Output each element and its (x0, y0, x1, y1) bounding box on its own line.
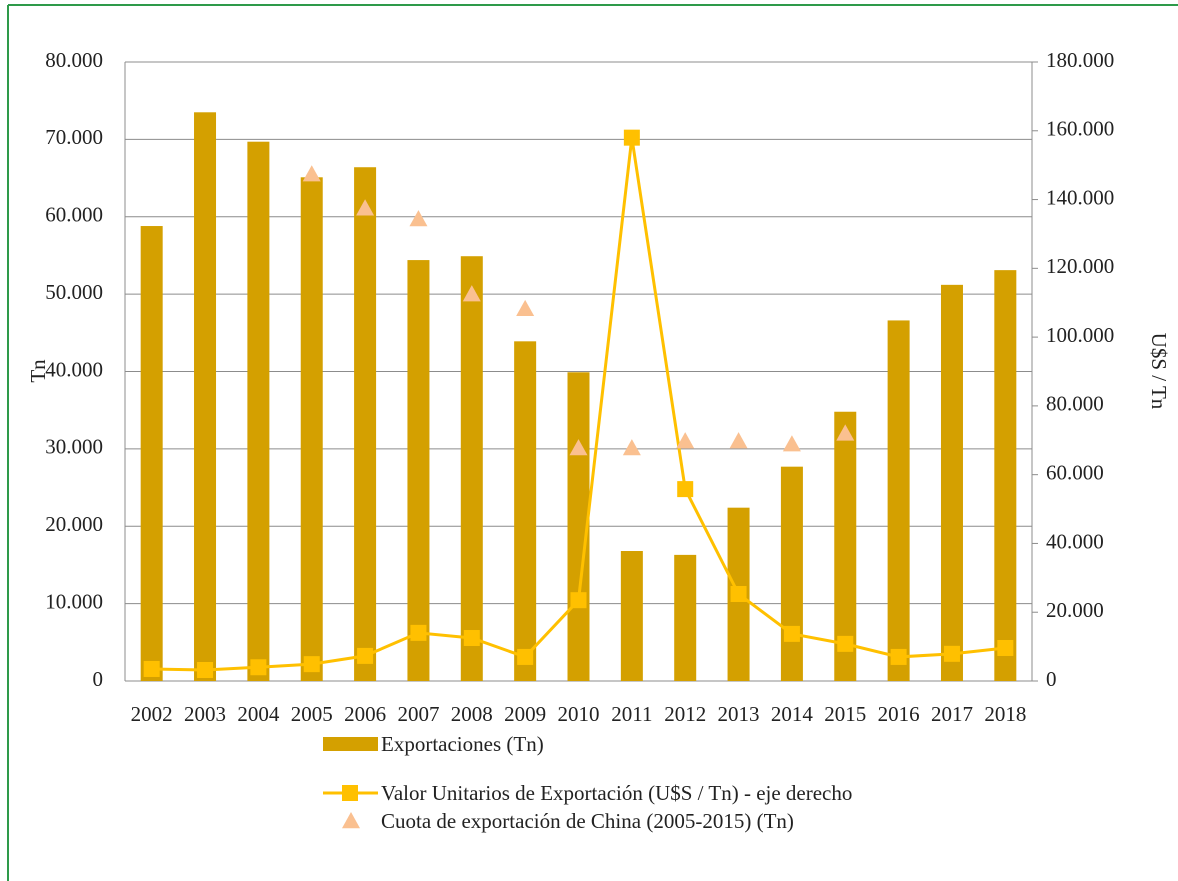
y2-tick-label: 100.000 (1046, 323, 1114, 347)
x-tick-label: 2008 (451, 702, 493, 726)
triangle-marker (409, 210, 428, 227)
y-tick-label: 40.000 (45, 357, 103, 381)
bar (407, 260, 430, 681)
line-marker (997, 639, 1014, 656)
y2-tick-label: 0 (1046, 667, 1057, 691)
triangle-marker (356, 199, 375, 216)
y2-tick-label: 60.000 (1046, 460, 1104, 484)
x-tick-label: 2018 (984, 702, 1026, 726)
line-marker (623, 129, 640, 146)
x-tick-label: 2002 (131, 702, 173, 726)
bar (247, 141, 270, 682)
y-tick-label: 80.000 (45, 48, 103, 72)
triangle-marker (302, 165, 321, 182)
triangle-marker (569, 439, 588, 456)
x-tick-label: 2015 (824, 702, 866, 726)
y2-tick-label: 80.000 (1046, 392, 1104, 416)
bar (674, 554, 697, 681)
bar (780, 466, 803, 681)
legend-swatch (323, 737, 378, 751)
x-tick-label: 2004 (237, 702, 280, 726)
line-marker (570, 592, 587, 609)
line-marker (250, 659, 267, 676)
bar (354, 167, 377, 682)
line-marker (357, 647, 374, 664)
x-tick-label: 2003 (184, 702, 226, 726)
y2-tick-label: 180.000 (1046, 48, 1114, 72)
y-axis-label: Tn (26, 359, 50, 383)
line-marker (943, 645, 960, 662)
bar (994, 270, 1017, 681)
bar (514, 341, 537, 681)
triangle-marker (516, 299, 535, 317)
x-tick-label: 2011 (611, 702, 652, 726)
y-tick-label: 70.000 (45, 125, 103, 149)
bar (300, 177, 323, 681)
line-marker (783, 625, 800, 642)
x-tick-label: 2014 (771, 702, 814, 726)
triangle-marker (729, 432, 748, 449)
line-marker (730, 585, 747, 602)
legend-label: Exportaciones (Tn) (381, 732, 544, 756)
triangle-marker (836, 424, 855, 441)
line-marker (463, 630, 480, 647)
triangle-marker (782, 435, 801, 452)
legend-label: Valor Unitarios de Exportación (U$S / Tn… (381, 781, 853, 805)
line-marker (143, 660, 160, 677)
x-tick-label: 2009 (504, 702, 546, 726)
triangle-marker (462, 285, 481, 302)
y-tick-label: 10.000 (45, 589, 103, 613)
y-tick-label: 0 (93, 667, 104, 691)
bar (194, 112, 217, 681)
bar (834, 411, 857, 681)
x-tick-label: 2012 (664, 702, 706, 726)
y-tick-label: 20.000 (45, 512, 103, 536)
bar (460, 256, 483, 681)
triangle-marker (676, 432, 695, 449)
legend-label: Cuota de exportación de China (2005-2015… (381, 809, 794, 833)
bar (887, 320, 910, 681)
y-tick-label: 60.000 (45, 203, 103, 227)
y-tick-label: 30.000 (45, 435, 103, 459)
line-marker (837, 635, 854, 652)
line-marker (410, 624, 427, 641)
line-marker (303, 656, 320, 673)
x-tick-label: 2017 (931, 702, 973, 726)
x-tick-label: 2013 (718, 702, 760, 726)
bar (140, 226, 163, 681)
legend-swatch (342, 785, 358, 801)
y-tick-label: 50.000 (45, 280, 103, 304)
legend-swatch (342, 812, 360, 829)
x-tick-label: 2005 (291, 702, 333, 726)
y2-axis-label: U$S / Tn (1147, 333, 1171, 410)
y2-tick-label: 140.000 (1046, 185, 1114, 209)
line-marker (197, 661, 214, 678)
x-tick-label: 2010 (558, 702, 600, 726)
x-tick-label: 2006 (344, 702, 386, 726)
y2-tick-label: 20.000 (1046, 598, 1104, 622)
triangle-marker (622, 439, 641, 456)
line-marker (890, 648, 907, 665)
x-tick-label: 2016 (878, 702, 920, 726)
y2-tick-label: 120.000 (1046, 254, 1114, 278)
line-marker (677, 481, 694, 498)
bar (620, 551, 643, 681)
x-tick-label: 2007 (397, 702, 439, 726)
bar (940, 284, 963, 681)
y2-tick-label: 40.000 (1046, 529, 1104, 553)
line-marker (517, 648, 534, 665)
y2-tick-label: 160.000 (1046, 117, 1114, 141)
